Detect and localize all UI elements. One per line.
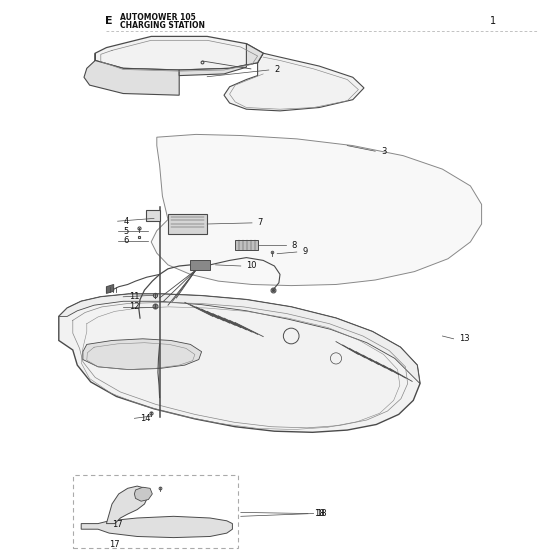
Text: 7: 7 — [258, 218, 263, 227]
Polygon shape — [146, 210, 160, 221]
Text: 13: 13 — [459, 334, 470, 343]
Text: 5: 5 — [123, 227, 128, 236]
Text: 9: 9 — [302, 248, 307, 256]
Polygon shape — [83, 339, 202, 370]
Text: 3: 3 — [381, 147, 386, 156]
Polygon shape — [84, 53, 179, 95]
Polygon shape — [59, 294, 420, 432]
Polygon shape — [168, 214, 207, 234]
Text: 17: 17 — [112, 520, 123, 529]
Text: 17: 17 — [110, 540, 120, 549]
Polygon shape — [224, 53, 364, 111]
Text: E: E — [105, 16, 113, 26]
Text: AUTOMOWER 105: AUTOMOWER 105 — [120, 13, 196, 22]
Polygon shape — [134, 487, 152, 501]
Text: 4: 4 — [123, 217, 128, 226]
Text: 11: 11 — [129, 292, 139, 301]
Polygon shape — [179, 44, 263, 76]
Polygon shape — [235, 240, 258, 250]
Text: 12: 12 — [129, 302, 139, 311]
Text: 10: 10 — [246, 262, 257, 270]
Text: 14: 14 — [140, 414, 151, 423]
Polygon shape — [81, 516, 232, 538]
Text: 18: 18 — [314, 509, 324, 518]
Polygon shape — [95, 36, 263, 70]
Polygon shape — [151, 134, 482, 286]
Text: CHARGING STATION: CHARGING STATION — [120, 21, 206, 30]
Polygon shape — [59, 294, 420, 384]
Text: 1: 1 — [490, 16, 496, 26]
Text: 6: 6 — [123, 236, 129, 245]
Polygon shape — [106, 284, 114, 293]
Text: 18: 18 — [316, 509, 327, 518]
Text: 8: 8 — [291, 241, 297, 250]
Text: 2: 2 — [274, 66, 279, 74]
Polygon shape — [190, 260, 210, 270]
Polygon shape — [106, 486, 148, 524]
